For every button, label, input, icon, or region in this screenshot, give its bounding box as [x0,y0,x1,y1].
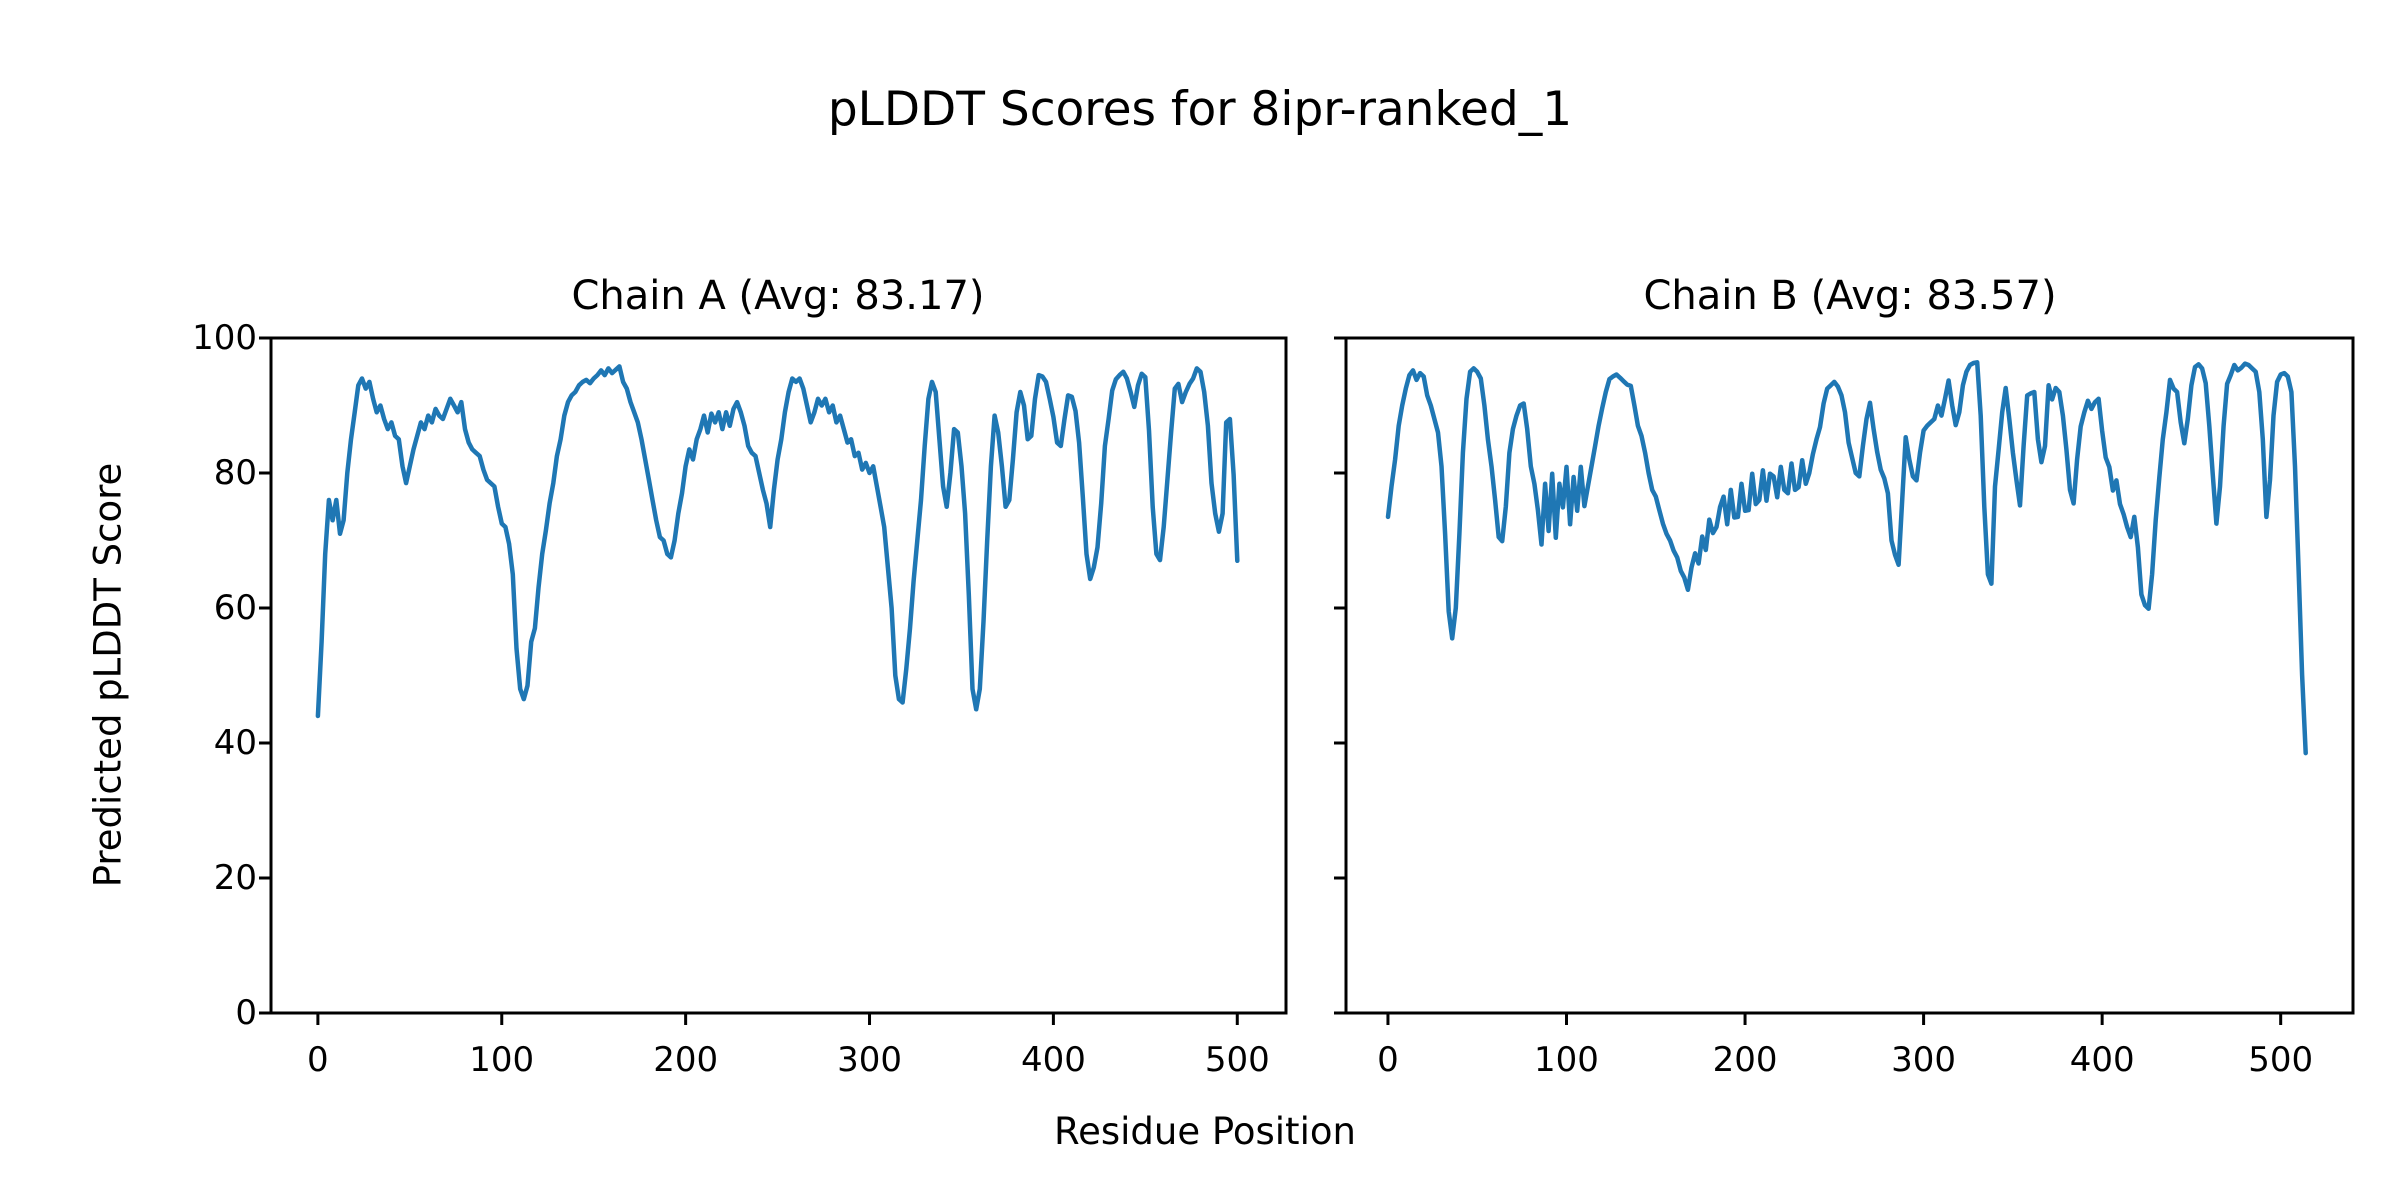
x-tick-label-b-300: 300 [1891,1040,1957,1080]
figure-suptitle: pLDDT Scores for 8ipr-ranked_1 [827,82,1573,137]
y-axis-label: Predicted pLDDT Score [86,462,130,888]
x-tick-label-b-0: 0 [1377,1040,1399,1080]
y-tick-label-60: 60 [213,588,257,628]
y-tick-label-0: 0 [235,993,257,1033]
axes-frame-a [269,336,1288,1015]
axes-frame-b [1344,336,2355,1015]
x-tick-label-b-100: 100 [1534,1040,1599,1080]
x-tick-label-b-400: 400 [2069,1040,2135,1080]
x-tick-label-a-500: 500 [1204,1040,1270,1080]
x-tick-label-b-200: 200 [1712,1040,1778,1080]
y-tick-label-100: 100 [192,318,257,358]
x-tick-label-b-500: 500 [2248,1040,2314,1080]
x-tick-label-a-100: 100 [469,1040,535,1080]
plddt-line-chain-B [1385,360,2308,756]
chain-b-title: Chain B (Avg: 83.57) [1643,273,2057,319]
x-tick-label-a-300: 300 [837,1040,902,1080]
x-axis-label: Residue Position [1054,1110,1356,1153]
plddt-line-chain-A [315,364,1240,719]
x-tick-label-a-0: 0 [307,1040,329,1080]
x-tick-label-a-400: 400 [1020,1040,1086,1080]
chain-a-title: Chain A (Avg: 83.17) [571,273,985,319]
y-tick-label-80: 80 [213,453,257,493]
x-tick-label-a-200: 200 [653,1040,719,1080]
y-tick-label-20: 20 [213,858,257,898]
y-tick-label-40: 40 [213,723,257,763]
